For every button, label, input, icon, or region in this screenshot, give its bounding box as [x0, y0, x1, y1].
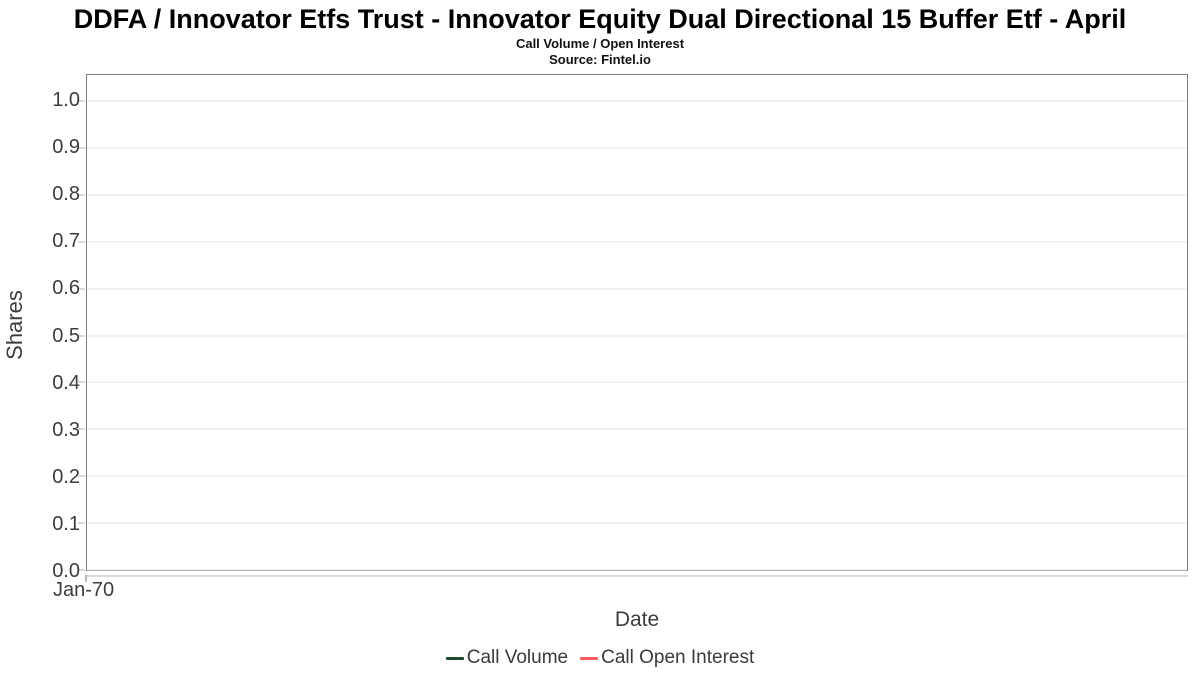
- gridline: [87, 381, 1187, 383]
- y-tick-label: 0.9: [52, 136, 80, 159]
- y-tickmark: [78, 288, 85, 290]
- y-tickmark: [78, 100, 85, 102]
- gridline: [87, 288, 1187, 290]
- y-tick-label: 0.3: [52, 418, 80, 441]
- y-tick-label: 0.8: [52, 183, 80, 206]
- y-tickmark: [78, 428, 85, 430]
- x-tick-label: Jan-70: [53, 579, 115, 601]
- y-tick-label: 0.5: [52, 324, 80, 347]
- y-tick-label: 0.1: [52, 512, 80, 535]
- y-tick-label: 0.2: [52, 465, 80, 488]
- gridline: [87, 100, 1187, 102]
- legend-label: Call Volume: [466, 647, 569, 668]
- y-tickmark: [78, 522, 85, 524]
- y-tick-labels: 1.0 0.9 0.8 0.7 0.6 0.5 0.4 0.3 0.2 0.1 0.0: [0, 90, 80, 581]
- x-axis-title: Date: [614, 608, 660, 631]
- x-tickmark: [85, 575, 87, 582]
- gridline: [87, 335, 1187, 336]
- legend-label: Call Open Interest: [601, 647, 755, 668]
- chart-subtitle: Call Volume / Open Interest: [515, 36, 685, 51]
- y-tick-label: 0.0: [52, 560, 80, 582]
- chart-title: DDFA / Innovator Etfs Trust - Innovator …: [73, 4, 1127, 34]
- legend-item-call-volume[interactable]: Call Volume: [445, 647, 569, 669]
- legend-swatch-icon: [580, 656, 599, 660]
- gridline: [87, 522, 1187, 524]
- gridline: [87, 147, 1187, 149]
- y-tickmark: [78, 241, 85, 243]
- chart-source: Source: Fintel.io: [549, 52, 651, 67]
- y-axis-title: Shares: [2, 290, 27, 360]
- y-tickmark: [78, 147, 85, 149]
- y-tickmark: [78, 381, 85, 383]
- gridline: [87, 428, 1187, 430]
- y-tick-label: 0.6: [52, 277, 80, 300]
- y-tick-label: 0.7: [52, 230, 80, 253]
- y-tickmark: [78, 194, 85, 196]
- gridline: [87, 569, 1187, 571]
- gridline: [87, 475, 1187, 477]
- y-tick-label: 1.0: [52, 89, 80, 111]
- legend: Call Volume Call Open Interest: [0, 647, 1200, 669]
- plot-area: [78, 74, 1188, 571]
- legend-swatch-icon: [445, 656, 464, 660]
- gridline: [87, 241, 1187, 243]
- gridlines: [78, 100, 1187, 571]
- y-tickmark: [78, 569, 85, 571]
- y-tick-label: 0.4: [52, 371, 80, 394]
- legend-item-call-open-interest[interactable]: Call Open Interest: [580, 647, 754, 669]
- gridline: [87, 194, 1187, 196]
- y-tickmark: [78, 475, 85, 477]
- y-tickmark: [78, 335, 85, 336]
- x-axis-line: [86, 575, 1188, 577]
